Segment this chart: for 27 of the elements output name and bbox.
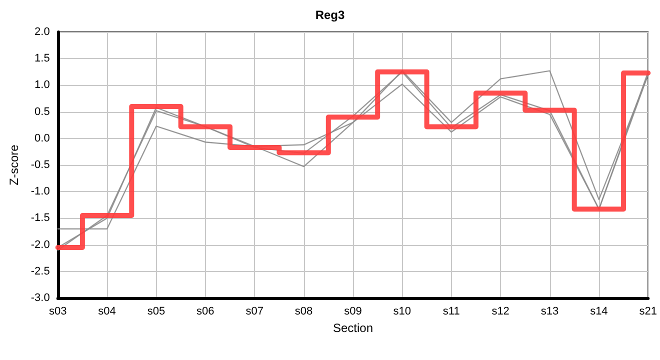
y-tick-label: -1.0 [30, 186, 50, 198]
x-tick-label: s09 [344, 306, 362, 318]
y-tick-label: -1.5 [30, 212, 50, 224]
y-tick-label: 0.5 [34, 106, 50, 118]
x-tick-label: s11 [442, 306, 460, 318]
y-tick-label: 2.0 [34, 26, 50, 38]
y-tick-label: -2.5 [30, 265, 50, 278]
x-tick-label: s21 [639, 306, 658, 318]
y-axis-title: Z-score [7, 144, 21, 186]
x-tick-label: s07 [246, 306, 264, 318]
y-tick-label: -3.0 [30, 292, 50, 304]
y-tick-label: -2.0 [30, 238, 50, 251]
x-tick-label: s03 [48, 306, 67, 318]
x-tick-label: s14 [590, 306, 608, 318]
y-tick-label: -0.5 [30, 159, 50, 171]
x-tick-label: s05 [147, 306, 166, 318]
x-tick-label: s06 [196, 306, 214, 318]
x-tick-label: s08 [294, 306, 313, 318]
x-tick-label: s13 [540, 306, 559, 318]
x-axis-title: Section [332, 320, 374, 335]
chart-title: Reg3 [315, 8, 345, 22]
y-tick-label: 0.0 [34, 132, 50, 144]
x-tick-label: s04 [98, 306, 116, 318]
y-tick-label: 1.0 [34, 79, 50, 92]
y-tick-label: 1.5 [34, 52, 50, 65]
x-tick-label: s10 [393, 306, 412, 318]
x-tick-label: s12 [492, 306, 510, 318]
